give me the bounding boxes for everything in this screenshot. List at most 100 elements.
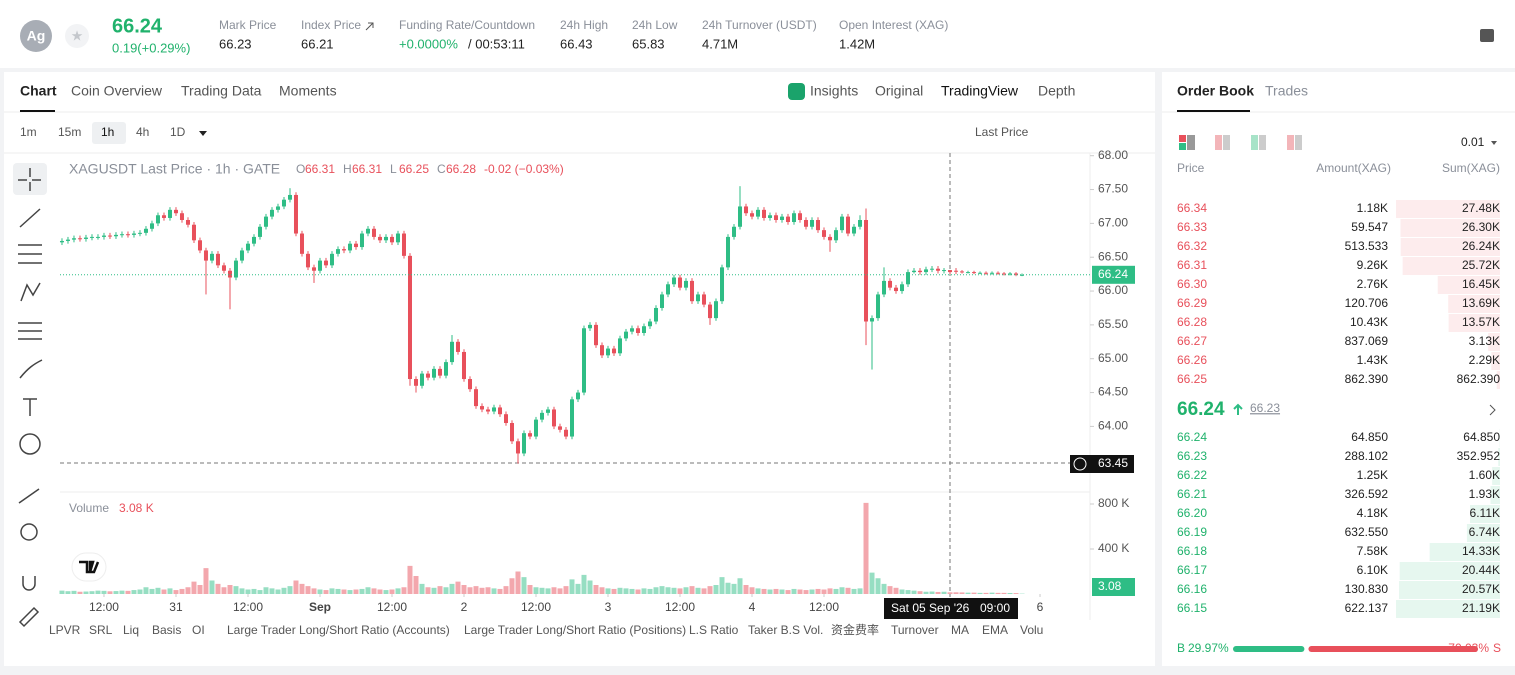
book-tab[interactable]: Trades bbox=[1265, 83, 1308, 99]
volume-bar bbox=[113, 591, 118, 594]
volume-bar bbox=[329, 588, 334, 594]
interval[interactable]: 4h bbox=[136, 125, 149, 139]
book-mark: 66.23 bbox=[1250, 401, 1280, 415]
volume-bar bbox=[161, 590, 166, 595]
candle-body bbox=[552, 409, 556, 426]
indicator-tab[interactable]: Liq bbox=[123, 623, 139, 637]
indicator-tab[interactable]: Basis bbox=[152, 623, 181, 637]
indicator-tab[interactable]: OI bbox=[192, 623, 205, 637]
candle-body bbox=[228, 271, 232, 278]
volume-bar bbox=[822, 590, 827, 595]
indicator-tab[interactable]: L.S Ratio bbox=[689, 623, 739, 637]
volume-bar bbox=[317, 590, 322, 595]
volume-bar bbox=[972, 593, 977, 594]
precision[interactable]: 0.01 bbox=[1461, 135, 1485, 149]
stat-extra: / 00:53:11 bbox=[468, 36, 525, 51]
book-amount: 6.10K bbox=[1357, 563, 1388, 577]
volume-bar bbox=[203, 568, 208, 594]
volume-bar bbox=[804, 590, 809, 594]
logo-text: Ag bbox=[27, 28, 46, 44]
candle-body bbox=[348, 244, 352, 251]
candle-body bbox=[720, 267, 724, 301]
view-tab[interactable]: Original bbox=[875, 83, 923, 99]
volume-bar bbox=[413, 576, 418, 594]
volume-bar bbox=[672, 588, 677, 594]
view-tab[interactable]: TradingView bbox=[941, 83, 1019, 99]
ratio-label: B bbox=[1177, 641, 1185, 655]
candle-body bbox=[186, 220, 190, 225]
nav-tab[interactable]: Chart bbox=[20, 83, 57, 99]
volume-bar bbox=[95, 591, 100, 594]
volume-bar bbox=[569, 579, 574, 594]
volume-bar bbox=[269, 588, 274, 594]
volume-bar bbox=[936, 592, 941, 594]
book-price: 66.28 bbox=[1177, 315, 1207, 329]
book-sum: 14.33K bbox=[1462, 544, 1500, 558]
candle-body bbox=[414, 379, 418, 386]
volume-bar bbox=[954, 592, 959, 594]
interval[interactable]: 15m bbox=[58, 125, 81, 139]
volume-bar bbox=[606, 588, 611, 594]
candle-body bbox=[888, 281, 892, 288]
nav-tab[interactable]: Moments bbox=[279, 83, 337, 99]
volume-bar bbox=[612, 589, 617, 594]
indicator-tab[interactable]: Turnover bbox=[891, 623, 939, 637]
book-column: Price bbox=[1177, 161, 1205, 175]
candle-body bbox=[450, 342, 454, 362]
last-price-text: 66.24 bbox=[1098, 267, 1128, 281]
candle-body bbox=[660, 294, 664, 308]
volume-bar bbox=[365, 587, 370, 594]
candle-body bbox=[936, 269, 940, 271]
price-type[interactable]: Last Price bbox=[975, 125, 1029, 139]
volume-bar bbox=[137, 590, 142, 595]
star-icon[interactable]: ★ bbox=[71, 28, 84, 44]
x-tick-label: 12:00 bbox=[89, 600, 119, 614]
indicator-tab[interactable]: SRL bbox=[89, 623, 113, 637]
volume-bar bbox=[906, 590, 911, 594]
indicator-tab[interactable]: 资金费率 bbox=[831, 622, 879, 637]
candle-body bbox=[60, 241, 64, 242]
candle-body bbox=[636, 328, 640, 333]
book-sum: 862.390 bbox=[1457, 372, 1501, 386]
indicator-tab[interactable]: Large Trader Long/Short Ratio (Accounts) bbox=[227, 623, 450, 637]
candle-body bbox=[522, 433, 526, 453]
candle-body bbox=[1002, 273, 1006, 274]
indicator-tab[interactable]: Large Trader Long/Short Ratio (Positions… bbox=[464, 623, 686, 637]
interval[interactable]: 1m bbox=[20, 125, 37, 139]
volume-bar bbox=[636, 590, 641, 595]
book-amount: 2.76K bbox=[1357, 277, 1388, 291]
volume-bar bbox=[437, 586, 442, 594]
candle-body bbox=[894, 288, 898, 291]
volume-bar bbox=[173, 590, 178, 594]
candle-body bbox=[966, 272, 970, 273]
book-price: 66.23 bbox=[1177, 449, 1207, 463]
indicator-tab[interactable]: MA bbox=[951, 623, 969, 637]
nav-tab[interactable]: Trading Data bbox=[181, 83, 262, 99]
icon[interactable] bbox=[1480, 29, 1494, 42]
candle-body bbox=[96, 237, 100, 238]
indicator-tab[interactable]: LPVR bbox=[49, 623, 81, 637]
indicator-tab[interactable]: Volu bbox=[1020, 623, 1043, 637]
volume-bar bbox=[263, 587, 268, 594]
indicator-tab[interactable]: EMA bbox=[982, 623, 1008, 637]
volume-bar bbox=[179, 589, 184, 594]
nav-tab[interactable]: Coin Overview bbox=[71, 83, 163, 99]
book-amount: 622.137 bbox=[1345, 601, 1389, 615]
interval[interactable]: 1D bbox=[170, 125, 186, 139]
volume-bar bbox=[323, 590, 328, 594]
volume-bar bbox=[425, 587, 430, 594]
volume-bar bbox=[227, 585, 232, 594]
candle-body bbox=[834, 230, 838, 240]
volume-bar bbox=[768, 590, 773, 595]
volume-bar bbox=[533, 587, 538, 594]
indicator-tab[interactable]: Taker B.S Vol. bbox=[748, 623, 823, 637]
header-price: 66.24 bbox=[112, 15, 163, 37]
candle-body bbox=[822, 230, 826, 237]
view-tab[interactable]: Depth bbox=[1038, 83, 1075, 99]
volume-bar bbox=[419, 584, 424, 594]
view-tab[interactable]: Insights bbox=[810, 83, 858, 99]
stat-value: 66.21 bbox=[301, 36, 334, 51]
candle-body bbox=[654, 308, 658, 322]
interval[interactable]: 1h bbox=[101, 125, 114, 139]
book-tab[interactable]: Order Book bbox=[1177, 83, 1254, 99]
